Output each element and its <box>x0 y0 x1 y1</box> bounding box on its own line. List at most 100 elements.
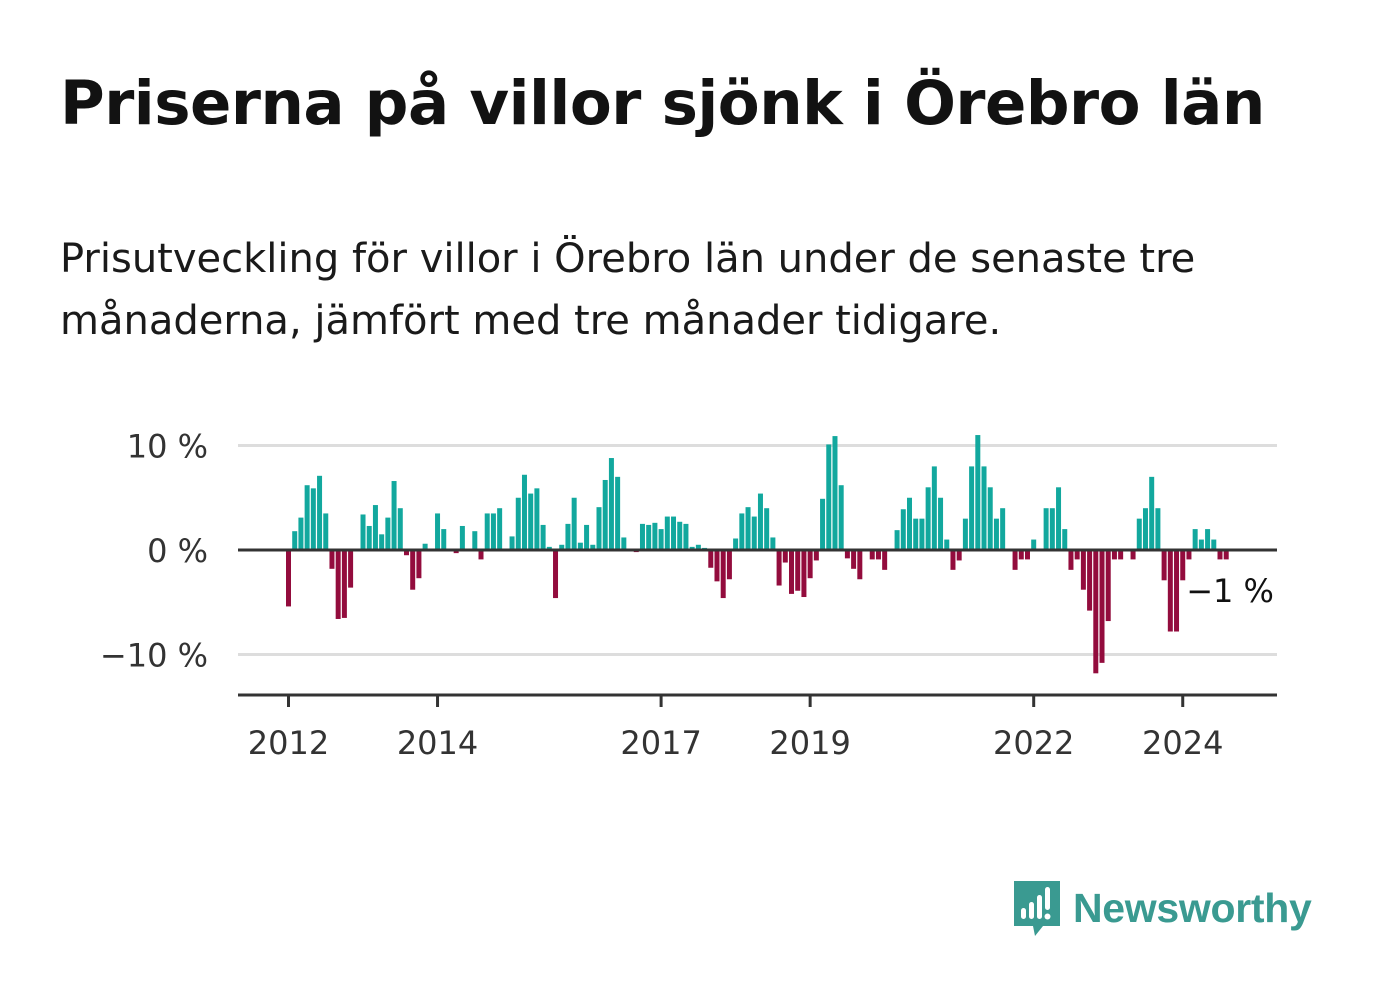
bar <box>925 487 931 550</box>
bar <box>956 550 962 561</box>
bar <box>546 546 552 550</box>
bar <box>286 550 291 607</box>
bar <box>1192 529 1198 550</box>
bar <box>472 531 478 550</box>
bar <box>664 516 670 550</box>
bar <box>528 493 534 550</box>
bar <box>1174 550 1180 632</box>
bar <box>1018 550 1024 560</box>
bar <box>993 518 999 550</box>
bar <box>1012 550 1018 570</box>
x-tick-label: 2019 <box>769 724 850 762</box>
bar-chart: 10 % 0 % −10 % 2012 2014 2017 2019 2022 2024 −1 % <box>100 428 1277 763</box>
bar <box>882 550 888 570</box>
bar <box>571 497 577 550</box>
bar <box>515 497 521 550</box>
bar <box>950 550 956 570</box>
chart-subtitle: Prisutveckling för villor i Örebro län u… <box>60 236 1196 344</box>
bar <box>553 550 559 599</box>
bar <box>1049 508 1055 550</box>
bar <box>615 476 621 550</box>
bar <box>1000 508 1006 550</box>
bar <box>366 525 372 550</box>
bar <box>540 524 546 550</box>
bar <box>913 518 919 550</box>
bar <box>838 485 844 550</box>
bar <box>1105 550 1111 622</box>
bar <box>416 550 422 579</box>
bar <box>969 466 975 550</box>
bar <box>739 513 745 550</box>
bar <box>1118 550 1124 560</box>
bar <box>944 539 950 550</box>
bar <box>422 543 428 550</box>
bar <box>720 550 726 599</box>
bar <box>1099 550 1105 663</box>
bar <box>304 485 310 550</box>
bar <box>770 537 776 550</box>
axis-labels: 10 % 0 % −10 % 2012 2014 2017 2019 2022 2024 −1 % <box>100 428 1274 763</box>
bar <box>782 550 788 563</box>
bar <box>410 550 416 590</box>
bar <box>341 550 347 618</box>
bar <box>1093 550 1099 674</box>
bar <box>1062 529 1068 550</box>
bar <box>385 517 391 550</box>
bar <box>1149 476 1155 550</box>
x-tick-label: 2012 <box>248 724 329 762</box>
bar <box>832 436 838 550</box>
bar <box>397 508 403 550</box>
bar <box>1155 508 1161 550</box>
bar <box>453 550 459 554</box>
bar <box>962 518 968 550</box>
bar <box>919 518 925 550</box>
bar <box>403 550 409 556</box>
newsworthy-logo: Newsworthy <box>1011 878 1312 938</box>
bar <box>1111 550 1117 560</box>
bar <box>1136 518 1142 550</box>
bar <box>900 509 906 550</box>
bar <box>764 508 770 550</box>
newsworthy-chart-bubble-icon <box>1014 881 1060 936</box>
bar <box>677 521 683 550</box>
bar <box>478 550 484 560</box>
bar <box>639 523 645 551</box>
bar <box>671 516 677 550</box>
bar <box>689 546 695 550</box>
bar <box>857 550 863 580</box>
bar <box>907 497 912 550</box>
bar <box>844 550 850 559</box>
x-tick-label: 2024 <box>1142 724 1223 762</box>
bar <box>608 458 614 550</box>
bar <box>1223 550 1229 560</box>
bar <box>1080 550 1086 590</box>
bar <box>931 466 937 550</box>
bar <box>534 488 540 550</box>
bar <box>292 531 298 550</box>
axes <box>238 548 1277 707</box>
x-tick-label: 2014 <box>397 724 478 762</box>
bar <box>1161 550 1167 581</box>
bar <box>577 542 583 550</box>
bar <box>1211 539 1217 550</box>
bar <box>335 550 341 619</box>
y-tick-label: −10 % <box>100 637 208 675</box>
bar <box>348 550 354 588</box>
bar <box>745 507 751 550</box>
bar <box>596 507 602 550</box>
bar <box>329 550 335 569</box>
bar <box>801 550 807 598</box>
bar <box>1198 539 1204 550</box>
bar <box>602 479 608 550</box>
bar <box>391 481 397 550</box>
bar <box>981 466 987 550</box>
bar <box>776 550 782 586</box>
bar <box>820 498 826 550</box>
bar <box>360 514 366 550</box>
bar <box>565 523 571 551</box>
bar <box>509 536 515 550</box>
bar <box>813 550 819 561</box>
bar <box>323 513 329 550</box>
bar <box>789 550 795 594</box>
brand-name: Newsworthy <box>1073 884 1312 931</box>
